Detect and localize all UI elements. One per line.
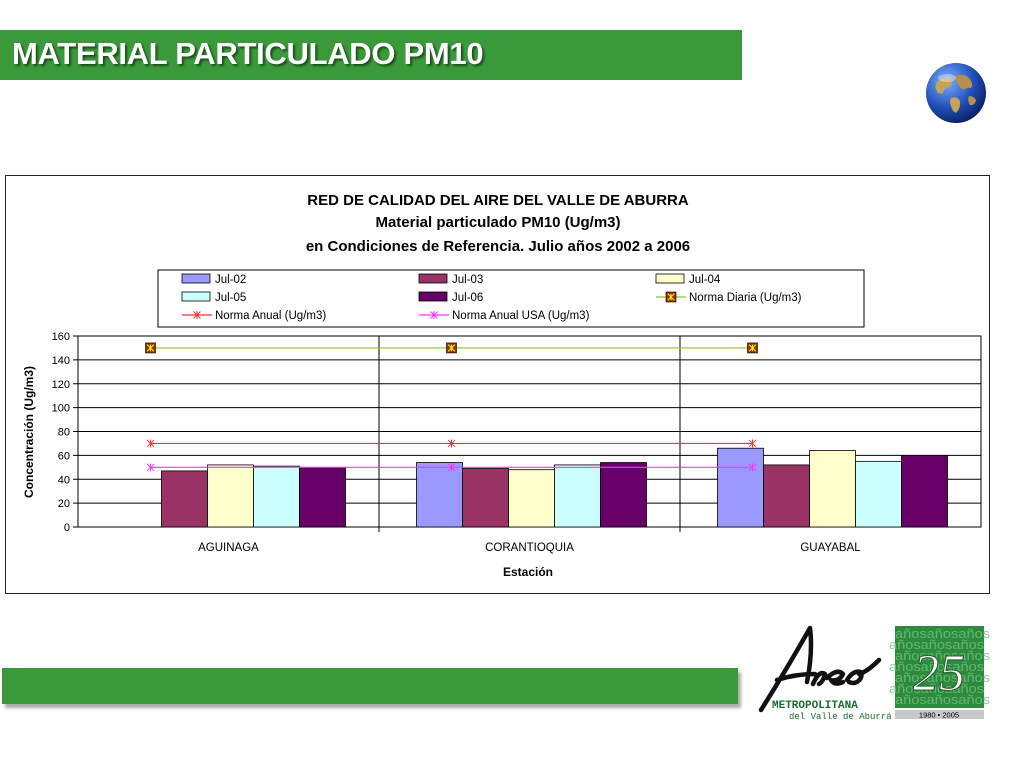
reference-marker xyxy=(447,439,456,448)
badge-pattern-text: añosañosaños xyxy=(889,637,985,652)
legend-label: Norma Anual (Ug/m3) xyxy=(215,310,326,322)
bar xyxy=(901,454,948,528)
y-axis-label: Concentración (Ug/m3) xyxy=(22,366,36,498)
legend-label: Jul-04 xyxy=(689,274,721,286)
legend-label: Jul-03 xyxy=(452,274,483,286)
chart-frame: RED DE CALIDAD DEL AIRE DEL VALLE DE ABU… xyxy=(5,175,990,594)
legend-label: Jul-06 xyxy=(452,292,483,304)
globe-icon xyxy=(926,63,986,123)
x-tick-label: CORANTIOQUIA xyxy=(485,542,574,554)
reference-line xyxy=(145,342,758,354)
reference-marker xyxy=(446,342,457,354)
y-tick-label: 40 xyxy=(58,474,70,486)
legend-swatch xyxy=(181,291,211,302)
legend-label: Norma Anual USA (Ug/m3) xyxy=(452,310,590,322)
reference-line xyxy=(146,439,757,448)
bar xyxy=(253,465,300,528)
y-tick-label: 160 xyxy=(52,331,70,343)
reference-marker xyxy=(146,439,155,448)
title-bar: MATERIAL PARTICULADO PM10 xyxy=(0,30,742,80)
bar xyxy=(299,466,346,528)
chart-subtitle: Material particulado PM10 (Ug/m3) xyxy=(375,214,620,231)
area-wordmark: METROPOLITANA del Valle de Aburrá xyxy=(758,625,892,722)
badge-pattern-text: añosañosaños xyxy=(889,681,985,696)
x-tick-label: GUAYABAL xyxy=(800,542,861,554)
badge-pattern-text: añosañosaños xyxy=(895,626,990,641)
y-tick-label: 20 xyxy=(58,498,70,510)
bar xyxy=(416,462,463,528)
reference-marker xyxy=(748,463,757,472)
logo-line2: del Valle de Aburrá xyxy=(789,712,892,722)
legend-swatch xyxy=(418,291,448,302)
badge-pattern-text: añosañosaños xyxy=(895,670,990,685)
x-axis-label: Estación xyxy=(503,565,553,579)
y-tick-label: 0 xyxy=(64,522,70,534)
badge-pattern: añosañosañosañosañosañosañosañosañosaños… xyxy=(889,626,990,707)
legend-swatch xyxy=(655,273,685,284)
logo-line1: METROPOLITANA xyxy=(772,700,858,712)
bottom-bar xyxy=(2,668,738,704)
bar xyxy=(508,469,555,528)
bar xyxy=(855,460,902,528)
y-tick-label: 120 xyxy=(52,379,70,391)
area-metropolitana-logo: METROPOLITANA del Valle de Aburrá añosañ… xyxy=(758,625,990,722)
legend-label: Jul-05 xyxy=(215,292,246,304)
y-tick-label: 100 xyxy=(52,403,70,415)
y-tick-label: 140 xyxy=(52,355,70,367)
reference-marker xyxy=(447,463,456,472)
legend-box xyxy=(157,269,865,328)
chart-subtitle-2: en Condiciones de Referencia. Julio años… xyxy=(306,238,690,255)
reference-line xyxy=(146,463,757,472)
bar xyxy=(809,450,856,528)
legend-marker xyxy=(430,311,438,319)
bar xyxy=(763,464,810,528)
legend-swatch xyxy=(418,273,448,284)
pm10-chart: RED DE CALIDAD DEL AIRE DEL VALLE DE ABU… xyxy=(22,192,982,579)
anniversary-badge: añosañosañosañosañosañosañosañosañosaños… xyxy=(889,626,990,720)
reference-marker xyxy=(747,342,758,354)
slide-title: MATERIAL PARTICULADO PM10 xyxy=(12,36,484,71)
reference-marker xyxy=(748,439,757,448)
plot-area: 0 20 40 60 80 100 120 140 160 AGUINAGA CORANTIOQUI… xyxy=(52,331,982,554)
legend-marker xyxy=(665,291,677,303)
y-tick-label: 60 xyxy=(58,450,70,462)
reference-marker xyxy=(146,463,155,472)
x-tick-label: AGUINAGA xyxy=(198,542,259,554)
bar xyxy=(717,447,764,528)
bars xyxy=(161,447,948,528)
reference-marker xyxy=(145,342,156,354)
bar xyxy=(600,462,647,528)
badge-years: 1980 • 2005 xyxy=(919,711,959,720)
legend-label: Norma Diaria (Ug/m3) xyxy=(689,292,802,304)
chart-title: RED DE CALIDAD DEL AIRE DEL VALLE DE ABU… xyxy=(307,192,689,209)
chart-legend: Jul-02 Jul-03 Jul-04 Jul-05 Jul-06 Norma Diar… xyxy=(157,269,865,328)
badge-pattern-text: añosañosaños xyxy=(895,692,990,707)
legend-swatch xyxy=(181,273,211,284)
legend-marker xyxy=(193,311,201,319)
bar xyxy=(207,464,254,528)
bar xyxy=(462,468,509,528)
bar xyxy=(554,464,601,528)
badge-pattern-text: añosañosaños xyxy=(889,659,985,674)
badge-pattern-text: añosañosaños xyxy=(895,648,990,663)
legend-label: Jul-02 xyxy=(215,274,246,286)
badge-number: 25 xyxy=(913,645,965,702)
y-tick-label: 80 xyxy=(58,427,70,439)
bar xyxy=(161,470,208,528)
